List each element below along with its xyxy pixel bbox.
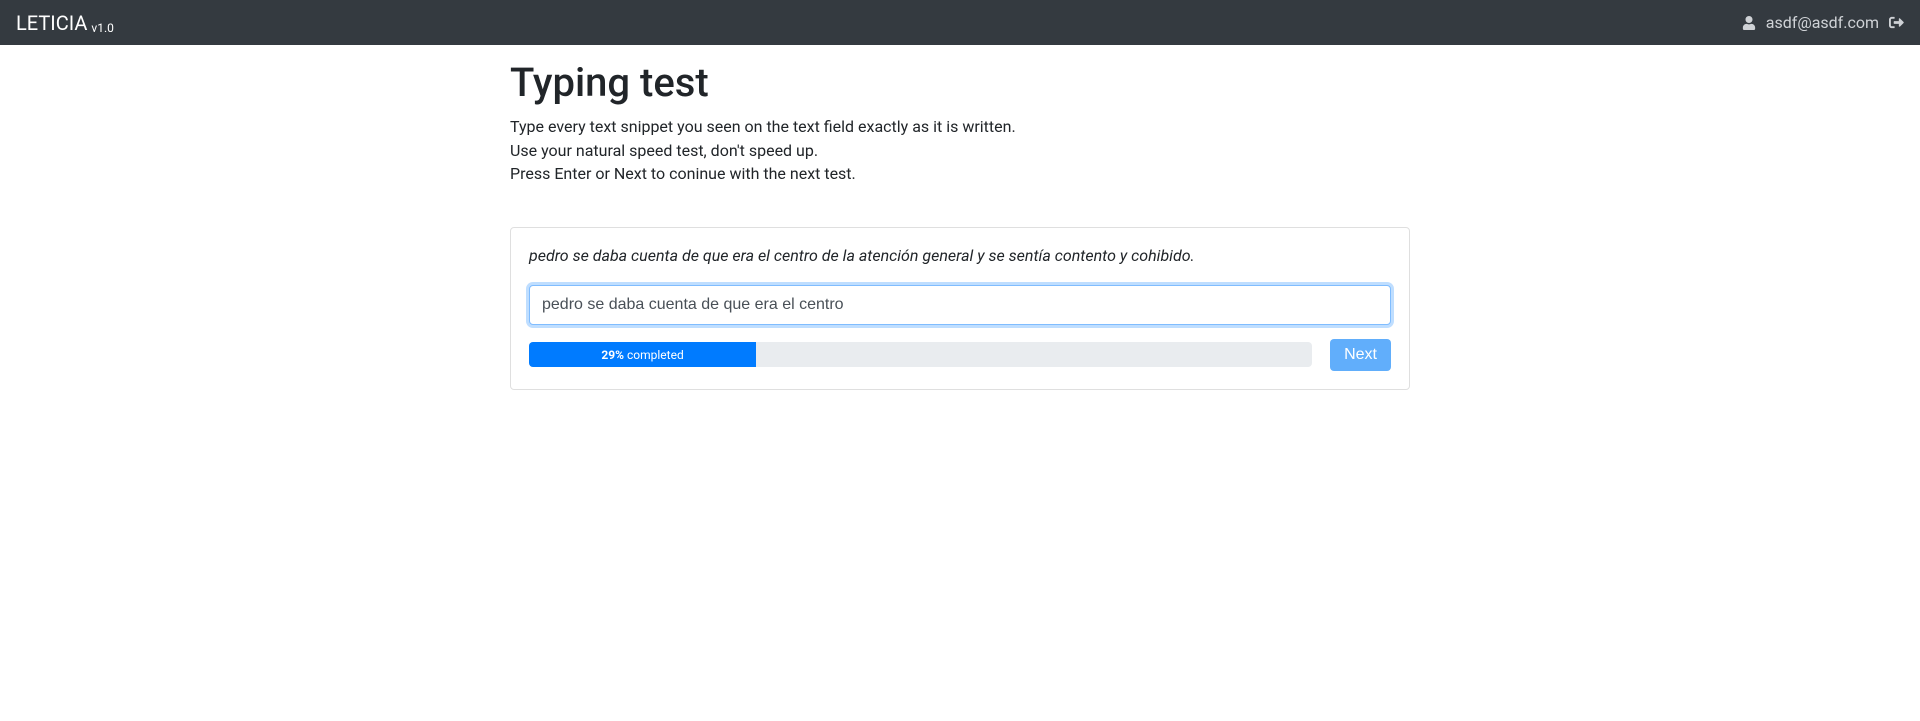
progress-percent: 29% (601, 348, 624, 362)
logout-icon[interactable] (1889, 15, 1904, 30)
brand-version: v1.0 (91, 21, 113, 35)
snippet-text: pedro se daba cuenta de que era el centr… (529, 246, 1391, 265)
user-email[interactable]: asdf@asdf.com (1766, 13, 1879, 32)
brand[interactable]: LETICIA v1.0 (16, 11, 114, 35)
progress-suffix: completed (627, 348, 684, 362)
instruction-line: Press Enter or Next to coninue with the … (510, 163, 1410, 185)
progress-track: 29% completed (529, 342, 1312, 367)
user-icon (1742, 16, 1756, 30)
brand-name: LETICIA (16, 11, 87, 35)
typing-card: pedro se daba cuenta de que era el centr… (510, 227, 1410, 390)
navbar: LETICIA v1.0 asdf@asdf.com (0, 0, 1920, 45)
next-button[interactable]: Next (1330, 339, 1391, 371)
page-title: Typing test (510, 59, 1410, 106)
main-container: Typing test Type every text snippet you … (498, 59, 1422, 390)
instruction-line: Use your natural speed test, don't speed… (510, 140, 1410, 162)
instructions: Type every text snippet you seen on the … (510, 116, 1410, 185)
action-row: 29% completed Next (529, 339, 1391, 371)
nav-right: asdf@asdf.com (1742, 13, 1904, 32)
instruction-line: Type every text snippet you seen on the … (510, 116, 1410, 138)
typing-input[interactable] (529, 285, 1391, 325)
progress-bar: 29% completed (529, 342, 756, 367)
